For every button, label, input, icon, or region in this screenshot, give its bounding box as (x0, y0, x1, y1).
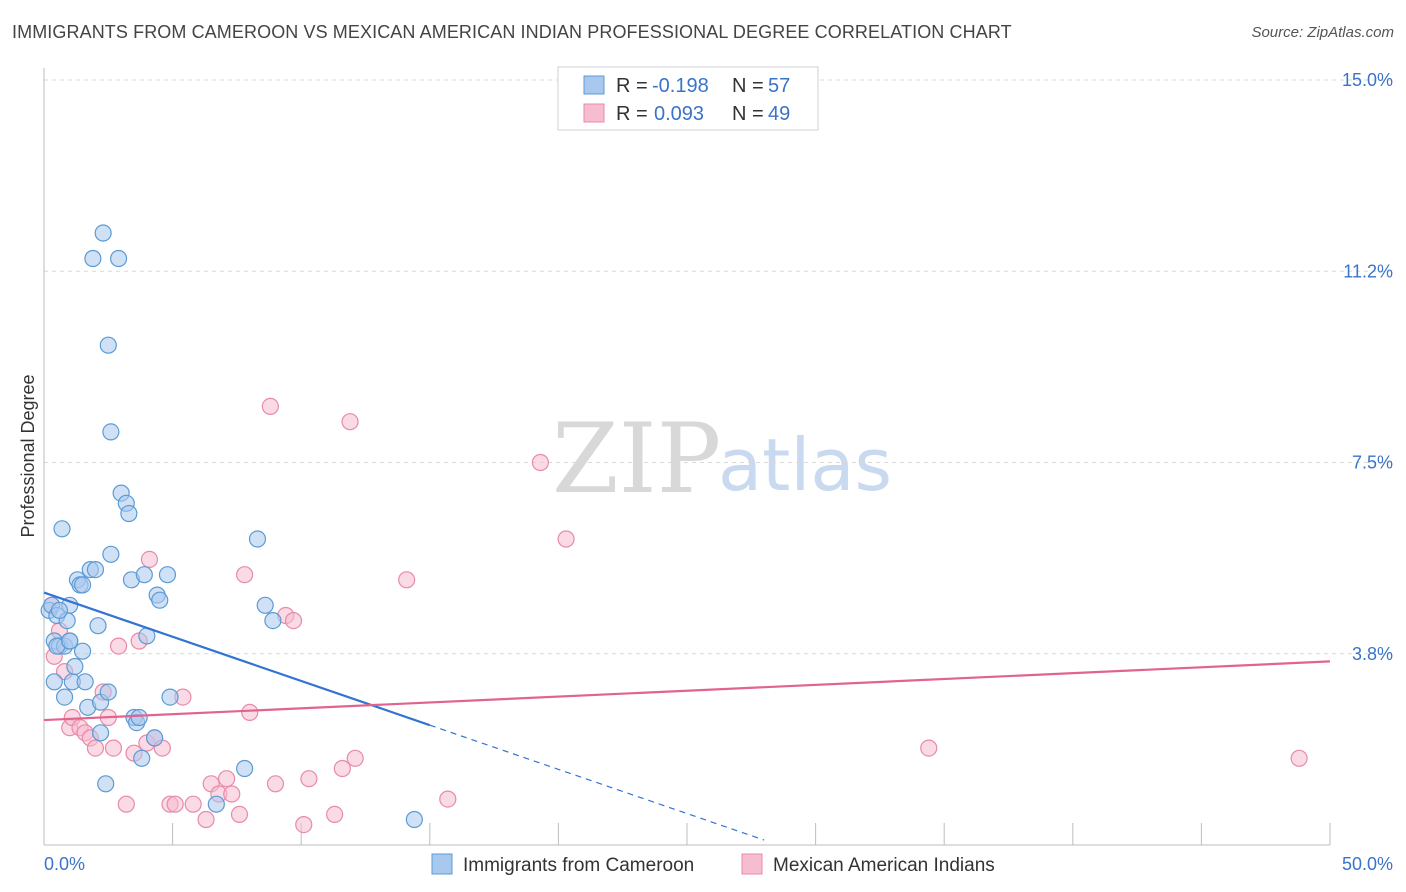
mexican-american-indians-point (1290, 749, 1308, 767)
y-tick-labels: 3.8% 7.5% 11.2% 15.0% (1342, 70, 1393, 664)
bottom-legend-swatch-blue (431, 853, 453, 875)
mexican-american-indians-point (236, 566, 254, 584)
mexican-american-indians-point (531, 453, 549, 472)
y-tick-label: 7.5% (1352, 453, 1393, 473)
legend-r-value-2: 0.093 (654, 103, 704, 125)
mexican-american-indians-point (140, 550, 159, 569)
legend-r-label-1: R = (616, 75, 648, 97)
cameroon-trend-line (43, 591, 431, 727)
mexican-american-indians-point (920, 739, 938, 757)
mexican-american-indians-point (266, 775, 285, 793)
cameroon-point (99, 336, 117, 354)
mexican-american-indians-point (557, 530, 575, 548)
cameroon-point (151, 591, 169, 609)
legend-swatch-blue (583, 75, 605, 95)
cameroon-point (130, 708, 148, 727)
cameroon-point (99, 683, 117, 701)
cameroon-point (61, 632, 79, 650)
bottom-legend-label-cameroon: Immigrants from Cameroon (463, 855, 694, 876)
mexican-american-indians-point (104, 739, 123, 757)
cameroon-point (248, 530, 267, 548)
cameroon-point (109, 249, 128, 268)
y-tick-label: 3.8% (1352, 644, 1393, 664)
cameroon-point (145, 729, 164, 747)
cameroon-point (405, 810, 423, 829)
mexican-american-indians-point (109, 637, 128, 655)
mexican-american-indians-point (300, 770, 318, 788)
x-ticks (43, 823, 1331, 845)
correlation-legend: R = -0.198 N = 57 R = 0.093 N = 49 (557, 66, 819, 131)
cameroon-point (50, 601, 69, 620)
cameroon-point (102, 545, 120, 563)
bottom-legend-label-mexican-american-indians: Mexican American Indians (773, 855, 995, 876)
cameroon-point (45, 673, 63, 691)
cameroon-point (97, 775, 115, 793)
series-immigrants-from-cameroon (40, 224, 423, 829)
mexican-american-indians-point (241, 703, 259, 722)
x-tick-label-max: 50.0% (1342, 854, 1393, 874)
cameroon-point (76, 673, 94, 691)
mexican-american-indians-point (184, 795, 202, 813)
series-legend: Immigrants from Cameroon Mexican America… (431, 853, 995, 876)
watermark: ZIP atlas (552, 403, 892, 515)
cameroon-point (84, 249, 102, 268)
cameroon-point (66, 657, 84, 676)
watermark-atlas: atlas (718, 423, 892, 507)
mexican-american-indians-point (333, 759, 351, 778)
cameroon-point (236, 759, 254, 778)
mexican-american-indians-point (326, 805, 344, 824)
cameroon-point (133, 749, 151, 767)
cameroon-trend-extension (429, 724, 765, 841)
cameroon-point (135, 566, 153, 584)
cameroon-point (207, 795, 225, 813)
mexican-american-indians-point (439, 790, 457, 808)
mexican-american-indians-trend-line (43, 660, 1331, 722)
bottom-legend-swatch-pink (741, 853, 763, 875)
mexican-american-indians-point (398, 571, 416, 589)
x-tick-label-min: 0.0% (44, 854, 85, 874)
cameroon-point (102, 423, 120, 441)
trend-lines (43, 591, 1331, 841)
watermark-zip: ZIP (552, 403, 721, 515)
cameroon-point (73, 576, 92, 594)
chart-title: IMMIGRANTS FROM CAMEROON VS MEXICAN AMER… (12, 22, 1012, 42)
legend-swatch-pink (583, 103, 605, 123)
mexican-american-indians-point (197, 810, 215, 829)
cameroon-point (94, 224, 112, 242)
mexican-american-indians-point (295, 815, 313, 834)
mexican-american-indians-point (346, 749, 364, 767)
cameroon-point (53, 520, 71, 538)
legend-n-label-2: N = (732, 103, 764, 125)
cameroon-point (55, 688, 74, 706)
y-axis-label: Professional Degree (18, 374, 38, 537)
mexican-american-indians-point (230, 805, 249, 824)
mexican-american-indians-point (166, 795, 184, 813)
cameroon-point (256, 596, 274, 614)
cameroon-point (120, 504, 138, 523)
mexican-american-indians-point (261, 397, 279, 415)
legend-n-value-1: 57 (768, 75, 790, 97)
cameroon-point (161, 688, 179, 706)
y-tick-label: 11.2% (1343, 261, 1393, 281)
cameroon-point (89, 617, 107, 635)
mexican-american-indians-point (218, 770, 236, 788)
legend-r-label-2: R = (616, 103, 648, 125)
mexican-american-indians-point (341, 413, 359, 431)
source-label: Source: ZipAtlas.com (1251, 24, 1394, 41)
legend-n-label-1: N = (732, 75, 764, 97)
cameroon-point (91, 724, 110, 742)
cameroon-point (264, 611, 282, 630)
legend-n-value-2: 49 (768, 103, 790, 125)
mexican-american-indians-point (223, 785, 241, 803)
cameroon-point (86, 560, 105, 579)
y-tick-label: 15.0% (1342, 70, 1393, 90)
legend-r-value-1: -0.198 (652, 75, 709, 97)
cameroon-point (73, 642, 92, 660)
mexican-american-indians-point (86, 739, 105, 757)
mexican-american-indians-point (117, 795, 135, 813)
cameroon-point (158, 566, 177, 584)
mexican-american-indians-point (284, 611, 303, 630)
